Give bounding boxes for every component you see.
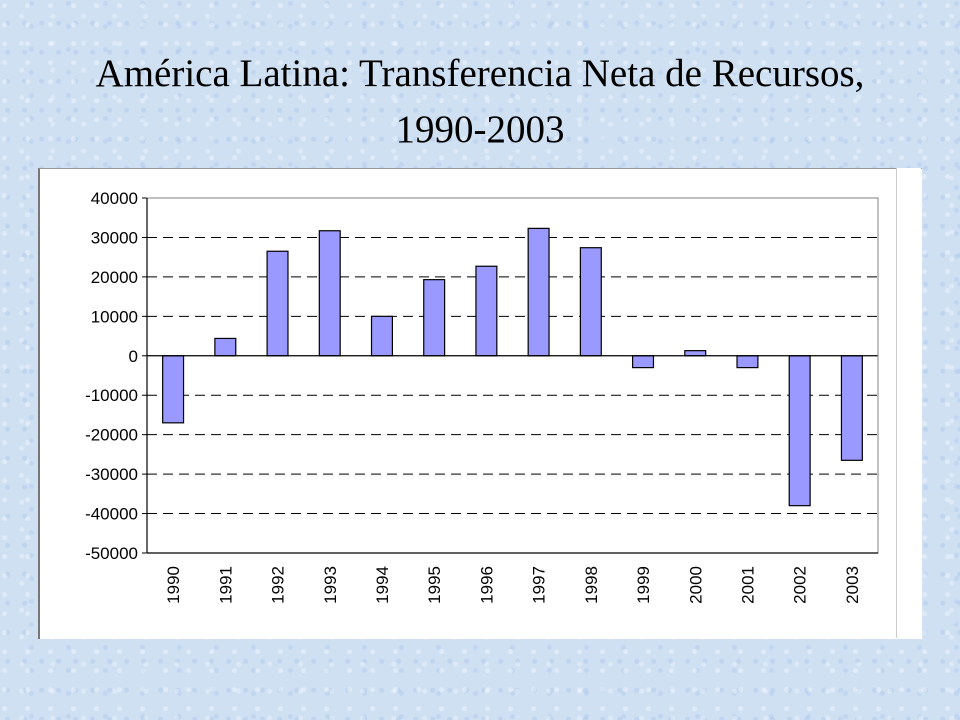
y-tick-label: -40000 — [85, 505, 138, 524]
bar — [266, 250, 289, 357]
y-tick-label: -20000 — [85, 426, 138, 445]
x-tick-label: 1994 — [373, 566, 392, 604]
slide-title: América Latina: Transferencia Neta de Re… — [0, 46, 960, 158]
y-tick-label: 40000 — [91, 189, 138, 208]
x-tick-label: 1997 — [530, 566, 549, 604]
x-tick-label: 1999 — [634, 566, 653, 604]
x-tick-label: 2003 — [843, 566, 862, 604]
chart-side-strip — [896, 168, 921, 638]
bar — [527, 227, 550, 357]
slide-title-line-1: América Latina: Transferencia Neta de Re… — [95, 52, 865, 95]
bar — [370, 315, 394, 357]
x-tick-label: 1993 — [321, 566, 340, 604]
y-tick-label: 10000 — [91, 307, 138, 326]
bar — [684, 350, 707, 357]
bar — [788, 355, 811, 507]
bar — [475, 265, 498, 357]
x-tick-label: 1990 — [164, 566, 183, 604]
plot-area — [147, 198, 878, 553]
bar — [631, 355, 655, 369]
slide-title-line-2: 1990-2003 — [395, 108, 565, 151]
x-tick-label: 1996 — [477, 566, 496, 604]
y-tick-label: -10000 — [85, 386, 138, 405]
bar — [736, 355, 759, 369]
y-tick-label: -30000 — [85, 465, 138, 484]
bar — [423, 279, 446, 357]
y-tick-label: 30000 — [91, 228, 138, 247]
y-tick-label: -50000 — [85, 544, 138, 563]
x-tick-label: 2002 — [791, 566, 810, 604]
bar — [214, 337, 237, 357]
x-tick-label: 1995 — [425, 566, 444, 604]
y-tick-label: 20000 — [91, 268, 138, 287]
bar — [840, 355, 863, 461]
x-tick-label: 1998 — [582, 566, 601, 604]
x-tick-label: 2001 — [738, 566, 757, 604]
bar — [579, 247, 602, 357]
y-tick-label: 0 — [129, 347, 138, 366]
x-tick-label: 1991 — [216, 566, 235, 604]
bar — [318, 230, 341, 357]
bar — [162, 355, 185, 424]
x-tick-label: 2000 — [686, 566, 705, 604]
x-tick-label: 1992 — [269, 566, 288, 604]
